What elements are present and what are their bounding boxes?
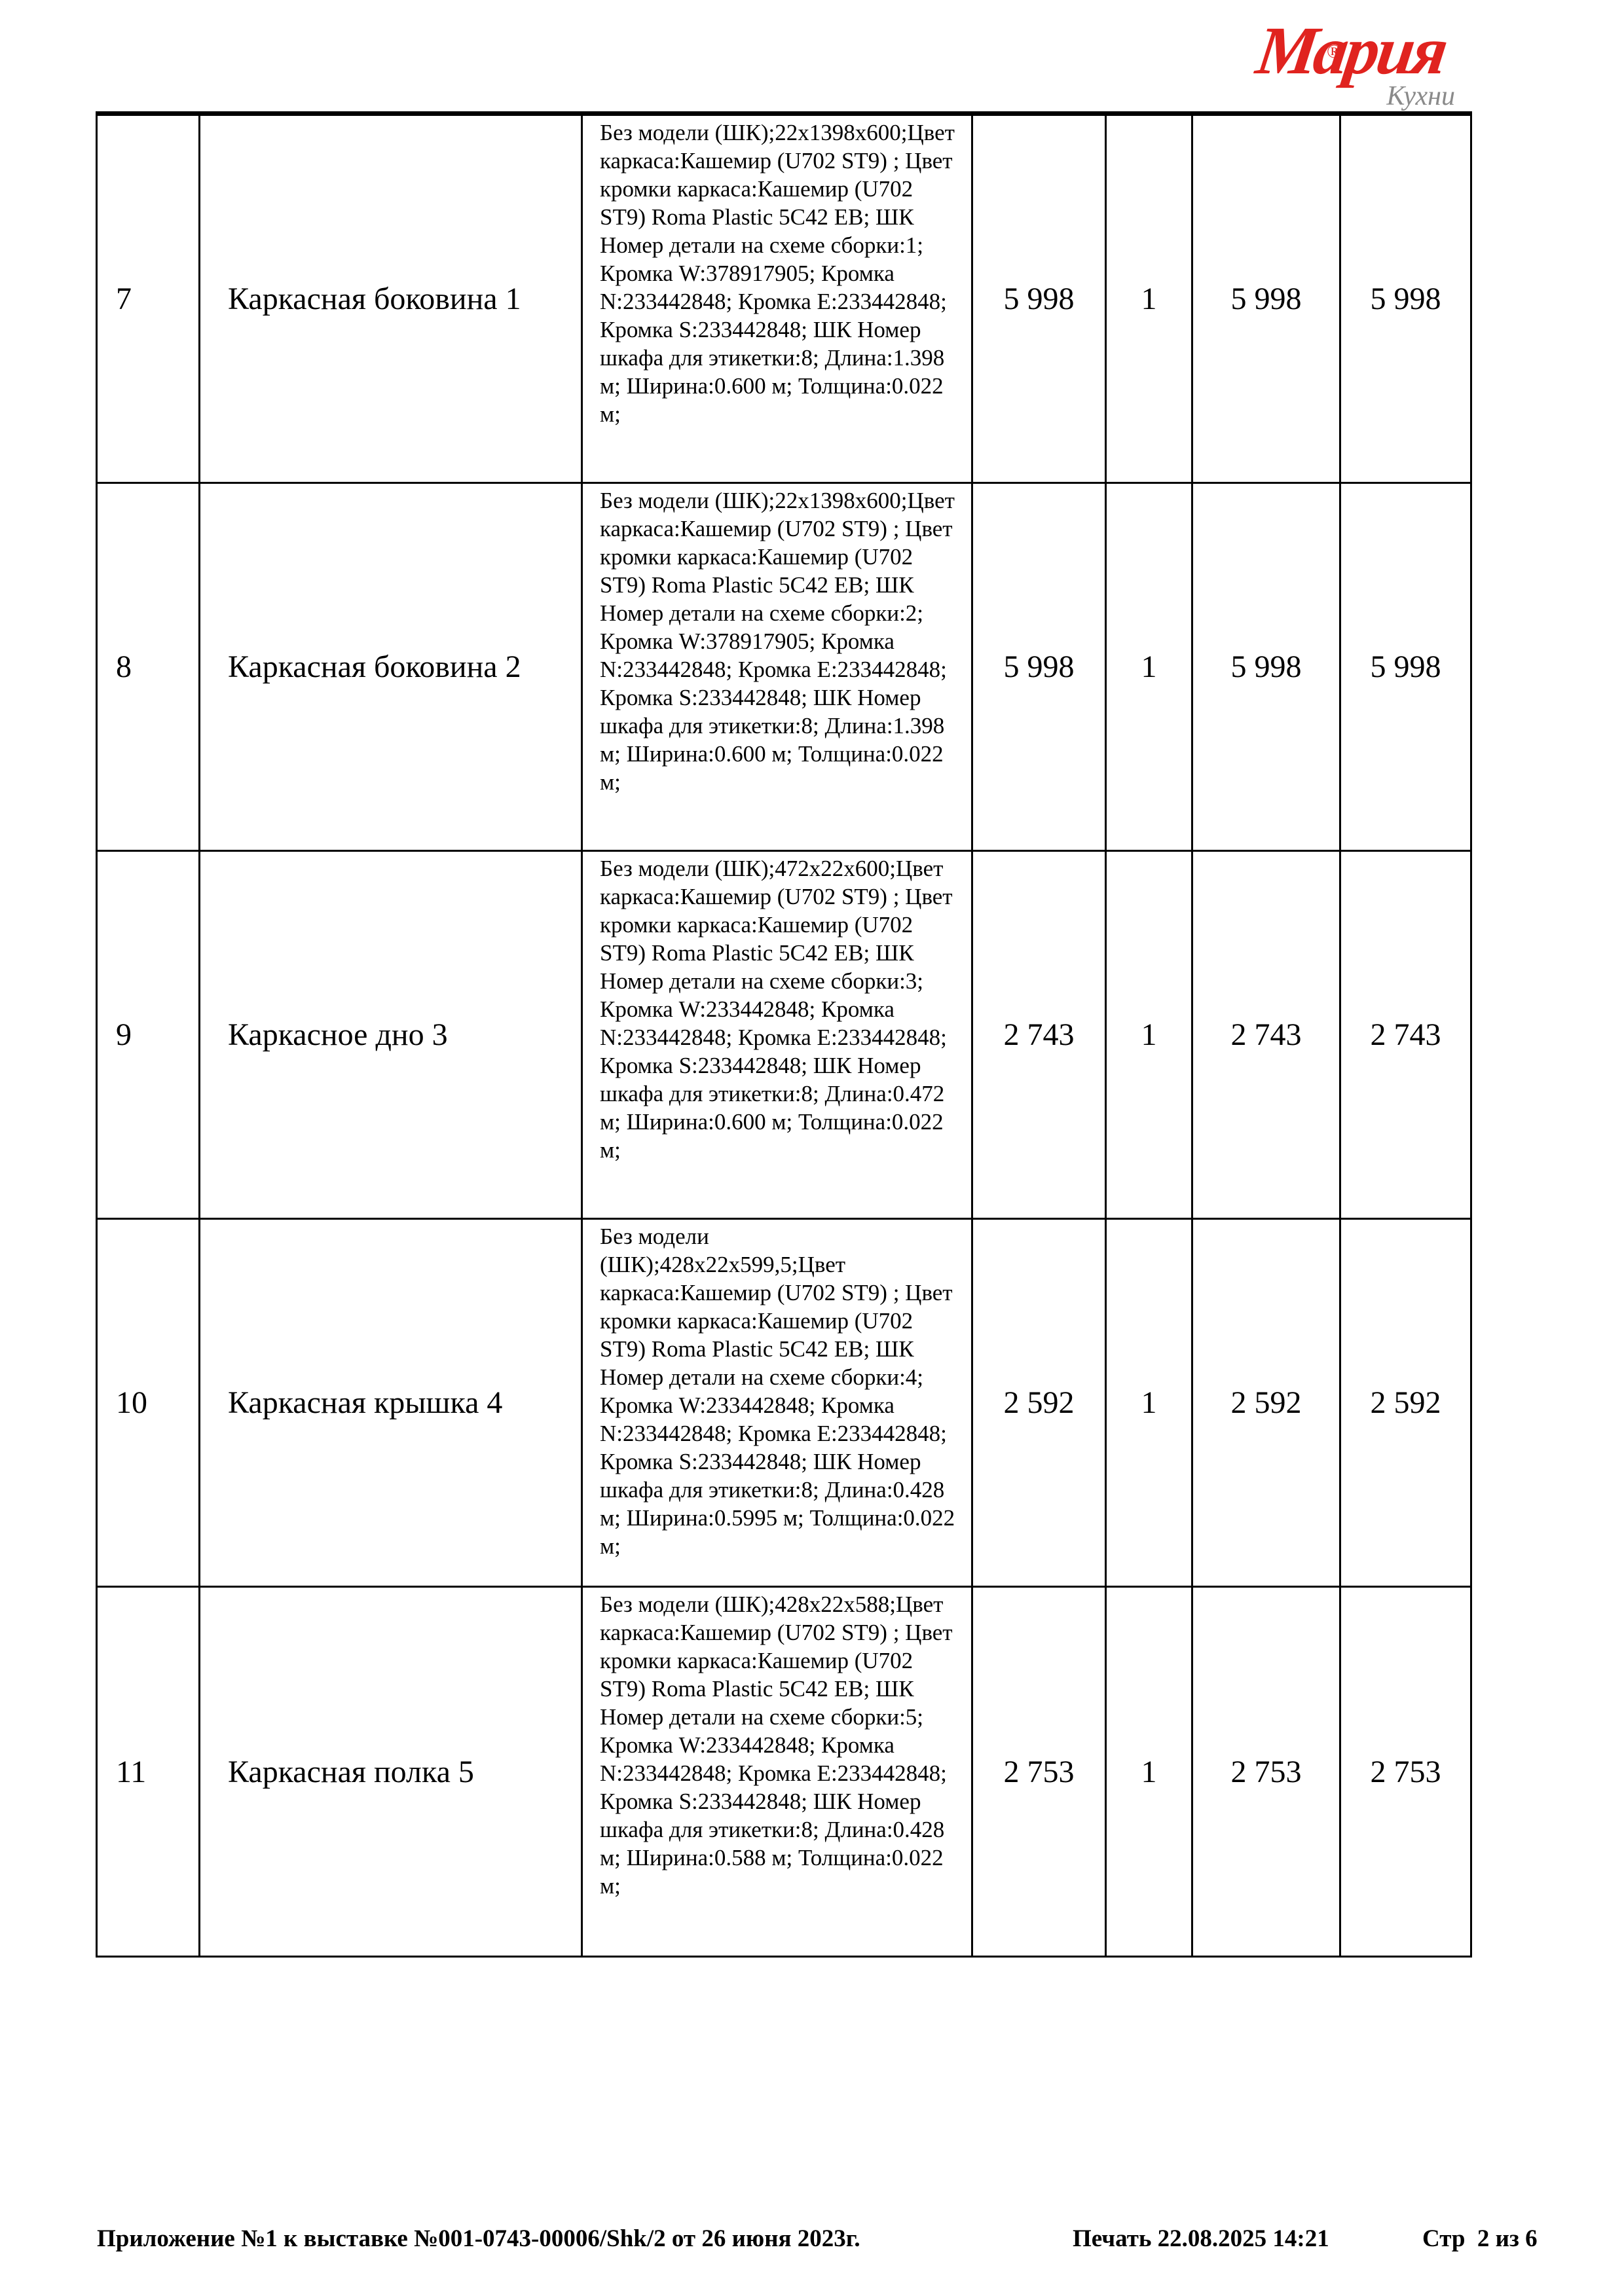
- sum-cell: 2 743: [1193, 852, 1341, 1220]
- sum-cell: 2 592: [1193, 1220, 1341, 1588]
- quantity-cell: 1: [1107, 852, 1193, 1220]
- logo-subtitle: Кухни: [1386, 81, 1455, 111]
- logo-brand-text: Мария: [1251, 13, 1450, 88]
- part-name-cell: Каркасное дно 3: [200, 852, 583, 1220]
- total-cell: 5 998: [1341, 484, 1470, 852]
- company-logo: Мария ® Кухни: [1238, 13, 1513, 111]
- price-cell: 5 998: [973, 484, 1107, 852]
- quantity-cell: 1: [1107, 484, 1193, 852]
- quantity-cell: 1: [1107, 1588, 1193, 1956]
- parts-table: 7 Каркасная боковина 1 Без модели (ШК);2…: [96, 111, 1472, 1958]
- total-cell: 2 753: [1370, 1754, 1441, 1789]
- price-cell: 2 743: [973, 852, 1107, 1220]
- row-number-cell: 8: [98, 484, 200, 852]
- row-number-cell: 7: [98, 116, 200, 484]
- description-cell: Без модели (ШК);428х22х588;Цвет каркаса:…: [583, 1588, 973, 1956]
- description-cell: Без модели (ШК);428х22х599,5;Цвет каркас…: [583, 1220, 973, 1588]
- price-cell: 5 998: [973, 116, 1107, 484]
- table-row: 8 Каркасная боковина 2 Без модели (ШК);2…: [98, 484, 1470, 852]
- price-cell: 2 592: [973, 1220, 1107, 1588]
- description-cell: Без модели (ШК);22х1398х600;Цвет каркаса…: [583, 484, 973, 852]
- part-name-cell: Каркасная крышка 4: [200, 1220, 583, 1588]
- total-cell: 2 743: [1341, 852, 1470, 1220]
- row-number-cell: 9: [98, 852, 200, 1220]
- part-name-cell: Каркасная боковина 1: [200, 116, 583, 484]
- sum-cell: 5 998: [1193, 484, 1341, 852]
- footer-page-number: Стр 2 из 6: [1422, 2225, 1538, 2252]
- table-row: 11 Каркасная полка 5 Без модели (ШК);428…: [98, 1588, 1470, 1956]
- quantity-cell: 1: [1107, 116, 1193, 484]
- quantity-cell: 1: [1107, 1220, 1193, 1588]
- footer-print-date: Печать 22.08.2025 14:21: [1073, 2225, 1329, 2252]
- footer-attachment-ref: Приложение №1 к выставке №001-0743-00006…: [97, 2225, 860, 2252]
- registered-trademark-icon: ®: [1327, 41, 1342, 62]
- part-name-cell: Каркасная боковина 2: [200, 484, 583, 852]
- sum-cell: 2 753: [1193, 1588, 1341, 1956]
- price-cell: 2 753: [973, 1588, 1107, 1956]
- table-row: 9 Каркасное дно 3 Без модели (ШК);472х22…: [98, 852, 1470, 1220]
- table-row: 10 Каркасная крышка 4 Без модели (ШК);42…: [98, 1220, 1470, 1588]
- table-row: 7 Каркасная боковина 1 Без модели (ШК);2…: [98, 116, 1470, 484]
- description-cell: Без модели (ШК);472х22х600;Цвет каркаса:…: [583, 852, 973, 1220]
- sum-cell: 5 998: [1193, 116, 1341, 484]
- row-number-cell: 10: [98, 1220, 200, 1588]
- part-name-cell: Каркасная полка 5: [200, 1588, 583, 1956]
- total-cell: 5 998: [1341, 116, 1470, 484]
- description-cell: Без модели (ШК);22х1398х600;Цвет каркаса…: [583, 116, 973, 484]
- row-number-cell: 11: [98, 1588, 200, 1956]
- total-cell: 2 592: [1341, 1220, 1470, 1588]
- page-footer: Приложение №1 к выставке №001-0743-00006…: [0, 2225, 1624, 2264]
